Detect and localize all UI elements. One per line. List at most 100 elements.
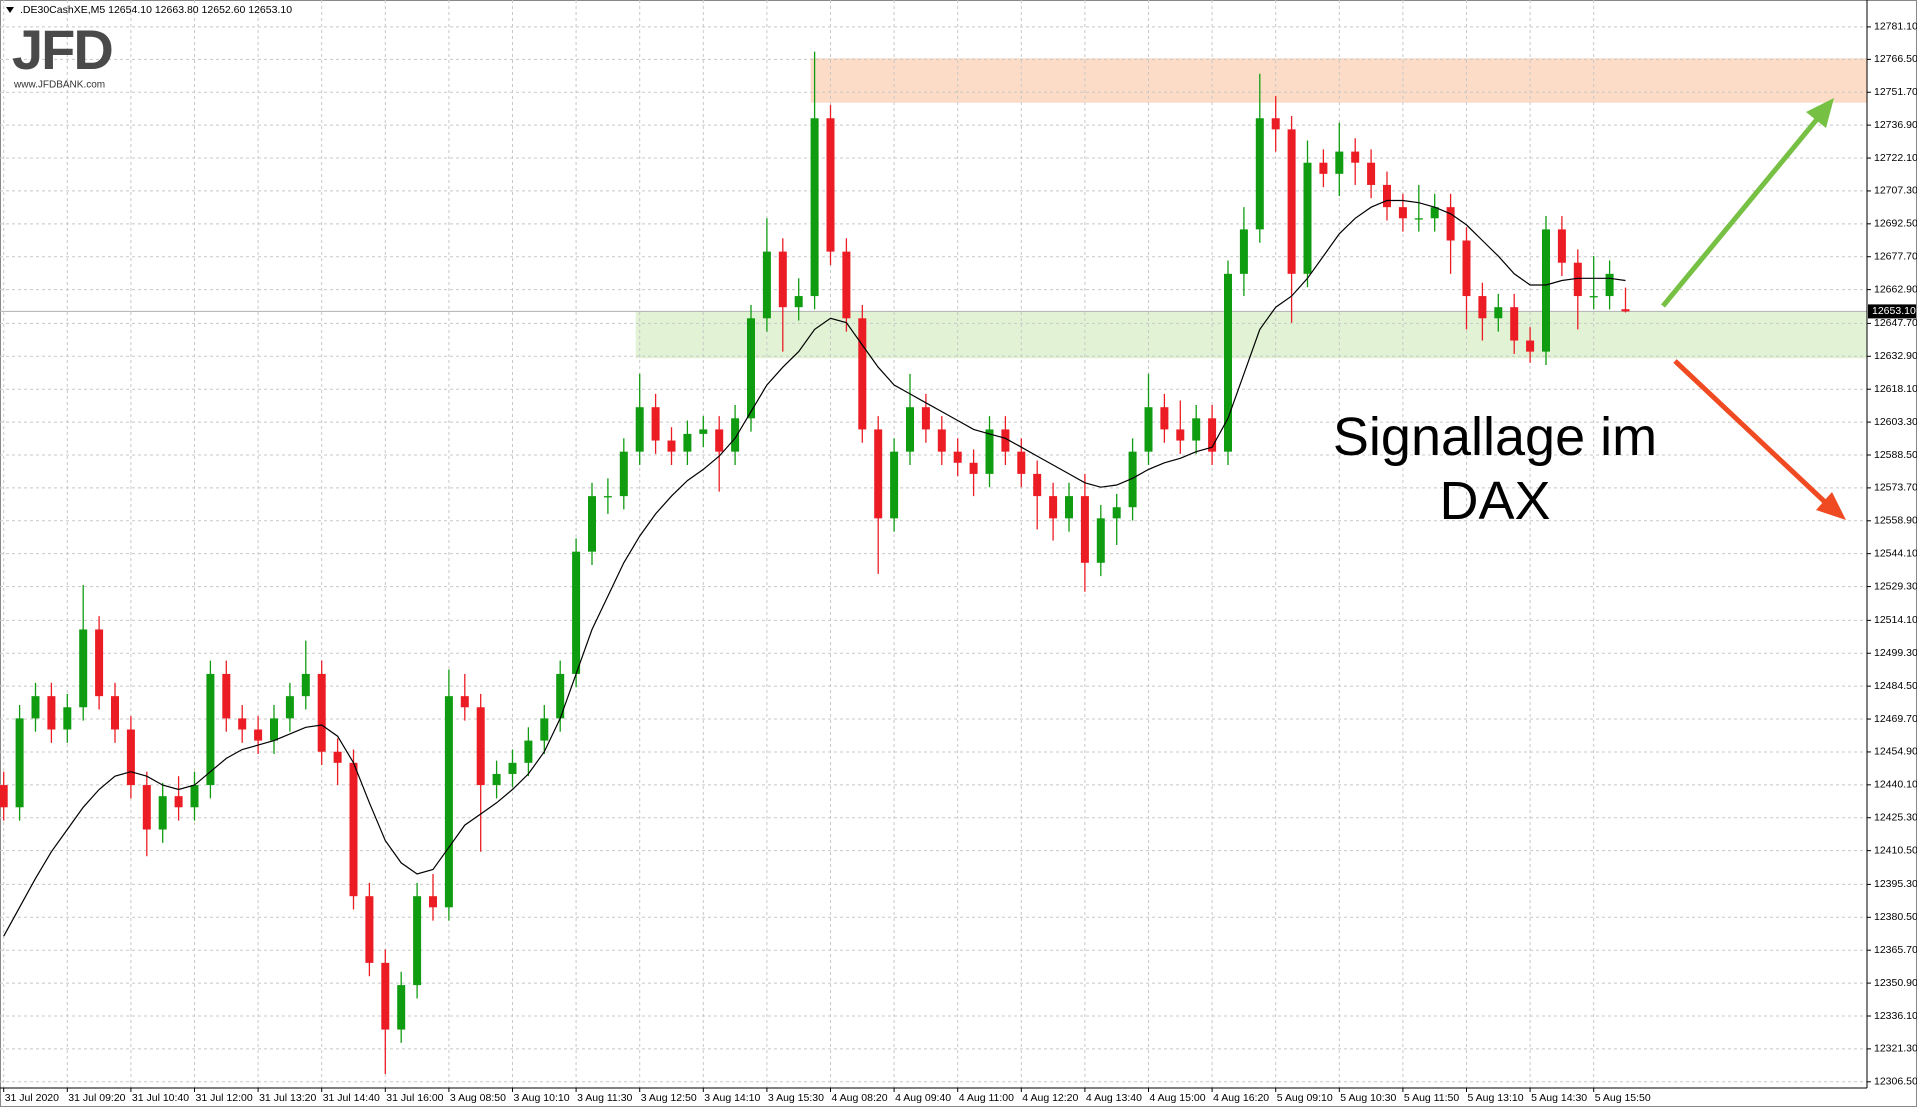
last-price-box: [1868, 304, 1916, 319]
candle-body: [1526, 340, 1535, 352]
candle-body: [1017, 451, 1026, 474]
candle-body: [1510, 307, 1519, 341]
candle-body: [1176, 429, 1185, 441]
candle-body: [1589, 296, 1598, 298]
x-tick-label: 5 Aug 10:30: [1340, 1092, 1396, 1104]
candle-body: [1255, 118, 1264, 230]
moving-average: [3, 199, 1626, 937]
axes: 12781.10 12766.50 12751.70 12736.90 12722.10…: [3, 21, 1917, 1104]
candle-body: [953, 451, 962, 463]
y-tick-label: 12484.50: [1874, 680, 1917, 692]
candle-body: [985, 429, 994, 474]
logo-url: www.JFDBANK.com: [13, 80, 105, 91]
y-tick-label: 12722.10: [1874, 152, 1917, 164]
candle-body: [0, 785, 8, 808]
candle-body: [142, 785, 151, 830]
x-tick-label: 3 Aug 15:30: [768, 1092, 824, 1104]
zone: [635, 311, 1868, 359]
candle-body: [762, 251, 771, 319]
candle-body: [285, 696, 294, 719]
menu-icon[interactable]: [6, 7, 14, 13]
chart-title: .DE30CashXE,M5 12654.10 12663.80 12652.6…: [20, 4, 292, 16]
logo: JFD: [12, 18, 112, 81]
x-tick-label: 31 Jul 2020: [5, 1092, 59, 1104]
x-tick-label: 31 Jul 09:20: [68, 1092, 125, 1104]
y-tick-label: 12707.30: [1874, 185, 1917, 197]
candle-body: [333, 751, 342, 763]
candle-body: [1112, 507, 1121, 519]
candle-body: [731, 418, 740, 452]
candle-body: [906, 407, 914, 452]
candle-body: [349, 762, 358, 897]
candle-body: [874, 429, 883, 519]
candle-body: [1414, 218, 1423, 220]
arrow-down: [1673, 359, 1828, 505]
candle-body: [1557, 229, 1566, 263]
candle-body: [683, 433, 692, 452]
candle-body: [619, 451, 628, 497]
candle-body: [651, 407, 660, 441]
annotation-box: Signallage im DAX: [1332, 407, 1658, 531]
candle-body: [524, 740, 533, 763]
candle-body: [1033, 473, 1042, 497]
y-tick-label: 12469.70: [1874, 713, 1917, 725]
candle-body: [1446, 207, 1455, 241]
candle-body: [111, 696, 119, 730]
y-tick-label: 12306.50: [1874, 1076, 1917, 1088]
candle-body: [810, 118, 819, 297]
candle-body: [1303, 162, 1312, 274]
candle-body: [126, 729, 135, 786]
y-tick-label: 12766.50: [1874, 53, 1917, 65]
y-tick-label: 12365.70: [1874, 944, 1917, 956]
y-tick-label: 12350.90: [1874, 977, 1917, 989]
x-tick-label: 4 Aug 08:20: [832, 1092, 888, 1104]
annotation: Signallage im DAX: [1332, 407, 1658, 531]
y-tick-label: 12632.90: [1874, 350, 1917, 362]
candle-body: [794, 296, 803, 308]
candle-body: [63, 707, 72, 730]
candle-body: [1192, 418, 1201, 441]
candle-body: [174, 796, 183, 808]
candle-body: [95, 629, 104, 697]
y-tick-label: 12514.10: [1874, 614, 1917, 626]
candle-body: [826, 118, 835, 252]
candle-body: [1398, 207, 1407, 219]
candle-body: [476, 707, 485, 786]
candle-body: [1462, 240, 1471, 297]
x-tick-label: 3 Aug 12:50: [641, 1092, 697, 1104]
candle-body: [1367, 162, 1376, 185]
candle-body: [969, 462, 978, 474]
candle-body: [1542, 229, 1550, 352]
x-tick-label: 4 Aug 15:00: [1150, 1092, 1206, 1104]
y-tick-label: 12588.50: [1874, 449, 1917, 461]
candle-body: [206, 673, 215, 786]
x-tick-label: 3 Aug 14:10: [704, 1092, 760, 1104]
y-tick-label: 12425.30: [1874, 812, 1917, 824]
candle-body: [365, 896, 374, 963]
candle-body: [1128, 451, 1137, 508]
candle-body: [1478, 296, 1487, 319]
y-tick-label: 12380.50: [1874, 911, 1917, 923]
candle-body: [47, 696, 56, 730]
candle-body: [1335, 151, 1344, 174]
candle-body: [1160, 407, 1169, 430]
candle-body: [444, 696, 453, 908]
x-tick-label: 31 Jul 10:40: [132, 1092, 189, 1104]
candle-body: [1049, 496, 1058, 519]
candle-body: [667, 440, 676, 452]
candle-body: [317, 673, 326, 752]
candle-body: [1271, 118, 1280, 130]
candle-body: [937, 429, 946, 452]
candle-body: [238, 718, 247, 730]
y-tick-label: 12321.30: [1874, 1043, 1917, 1055]
candle-body: [31, 696, 40, 719]
marks: [0, 51, 1630, 1075]
candle-body: [1208, 418, 1217, 452]
candle-body: [190, 785, 199, 808]
y-tick-label: 12781.10: [1874, 21, 1917, 33]
candle-body: [492, 773, 501, 786]
candle-body: [1430, 207, 1439, 219]
candle-body: [1351, 151, 1360, 163]
x-tick-label: 4 Aug 09:40: [895, 1092, 951, 1104]
